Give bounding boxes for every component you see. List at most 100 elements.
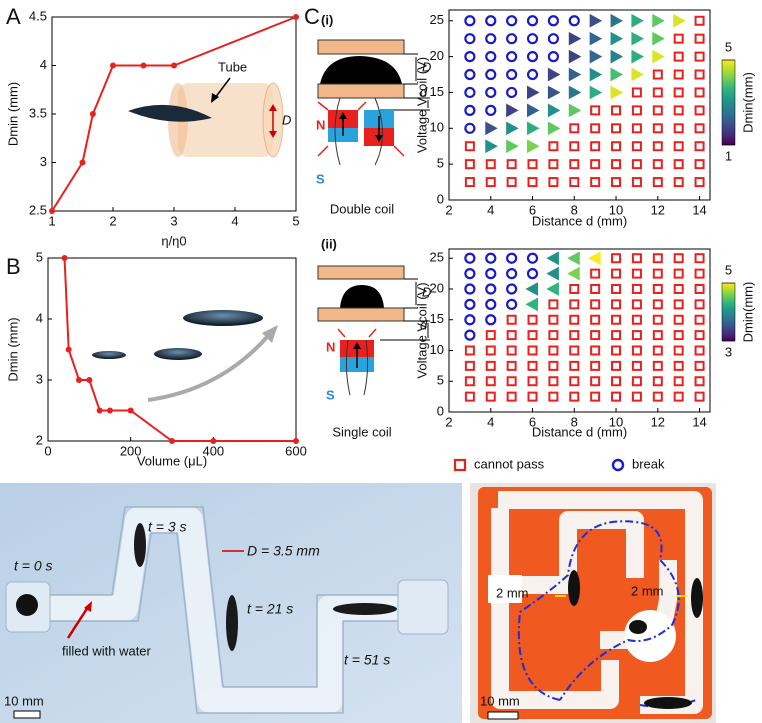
data-point <box>107 407 113 414</box>
marker-square <box>673 376 684 387</box>
x-axis-label: η/η0 <box>161 233 186 248</box>
marker-square <box>694 360 705 371</box>
marker-square <box>611 105 622 116</box>
marker-square <box>652 330 663 341</box>
marker-square <box>631 283 642 294</box>
marker-square <box>652 314 663 325</box>
y-tick-label: 4 <box>36 310 43 325</box>
x-tick-label: 12 <box>651 202 665 217</box>
marker-square <box>652 283 663 294</box>
marker-square <box>569 159 580 170</box>
marker-square <box>652 105 663 116</box>
marker-square <box>631 159 642 170</box>
y-tick-label: 15 <box>430 84 444 99</box>
marker-square <box>464 345 475 356</box>
marker-triangle <box>568 85 582 100</box>
colorbar <box>721 282 736 342</box>
marker-triangle <box>631 67 644 82</box>
x-axis-label: Distance d (mm) <box>532 213 627 228</box>
marker-circle <box>568 15 580 27</box>
x-tick-label: 6 <box>529 414 536 429</box>
plot-frame <box>448 248 711 413</box>
marker-square <box>485 360 496 371</box>
data-point <box>171 62 177 69</box>
x-axis-label: Distance d (mm) <box>532 424 627 439</box>
marker-square <box>694 391 705 402</box>
marker-square <box>464 376 475 387</box>
marker-square <box>631 141 642 152</box>
marker-triangle <box>652 31 665 46</box>
data-point <box>86 377 93 383</box>
scale-label: 10 mm <box>4 693 44 708</box>
marker-triangle <box>631 31 644 46</box>
marker-circle <box>485 86 497 99</box>
marker-square <box>673 283 684 294</box>
marker-square <box>611 141 622 152</box>
marker-circle <box>464 122 476 134</box>
x-tick-label: 0 <box>44 443 51 458</box>
tube-illustration <box>128 77 284 158</box>
marker-triangle <box>546 251 559 266</box>
marker-square <box>694 105 705 116</box>
marker-square <box>548 345 559 356</box>
schematic-single-coil <box>317 265 430 396</box>
photo-label: filled with water <box>62 643 152 658</box>
marker-circle <box>464 268 476 280</box>
marker-circle <box>464 15 476 27</box>
y-tick-label: 10 <box>430 342 444 357</box>
y-tick-label: 5 <box>437 373 444 388</box>
schematic-caption: Double coil <box>330 201 394 216</box>
marker-square <box>464 391 475 402</box>
marker-square <box>694 376 705 387</box>
marker-triangle <box>567 266 580 281</box>
marker-circle <box>485 68 497 81</box>
marker-triangle <box>568 31 582 46</box>
marker-square <box>652 69 663 80</box>
data-point <box>65 346 72 353</box>
marker-square <box>464 159 475 170</box>
marker-square <box>569 391 580 402</box>
marker-square <box>590 177 601 188</box>
marker-square <box>590 391 601 402</box>
marker-square <box>464 360 475 371</box>
marker-square <box>631 391 642 402</box>
marker-square <box>673 51 684 62</box>
y-axis-label: Dmin (mm) <box>5 82 20 146</box>
legend-marker <box>611 458 625 472</box>
schematic-label: S <box>316 171 325 186</box>
marker-triangle <box>610 49 624 64</box>
colorbar-tick-label: 5 <box>725 39 732 54</box>
marker-square <box>694 253 705 264</box>
marker-square <box>611 253 622 264</box>
marker-square <box>527 376 538 387</box>
marker-circle <box>526 15 539 27</box>
marker-triangle <box>547 103 561 118</box>
marker-square <box>631 123 642 134</box>
y-tick-label: 10 <box>430 120 444 135</box>
marker-square <box>590 268 601 279</box>
x-tick-label: 1 <box>48 213 55 228</box>
x-tick-label: 5 <box>292 213 299 228</box>
marker-square <box>569 330 580 341</box>
colorbar-tick-label: 1 <box>725 148 732 163</box>
photo-label: t = 0 s <box>14 558 53 574</box>
marker-square <box>590 141 601 152</box>
marker-square <box>694 15 705 26</box>
marker-triangle <box>506 121 519 136</box>
schematic-label: d <box>420 317 428 332</box>
marker-circle <box>526 252 539 264</box>
y-tick-label: 3.5 <box>29 105 47 120</box>
x-tick-label: 4 <box>487 202 494 217</box>
marker-triangle <box>610 31 624 46</box>
x-tick-label: 4 <box>487 414 494 429</box>
marker-circle <box>485 283 497 295</box>
marker-square <box>652 141 663 152</box>
marker-square <box>611 283 622 294</box>
marker-circle <box>506 15 518 27</box>
marker-triangle <box>525 282 539 296</box>
marker-square <box>631 376 642 387</box>
panel-label: C <box>304 4 320 29</box>
schematic-label: S <box>326 387 335 402</box>
data-point <box>79 159 86 166</box>
